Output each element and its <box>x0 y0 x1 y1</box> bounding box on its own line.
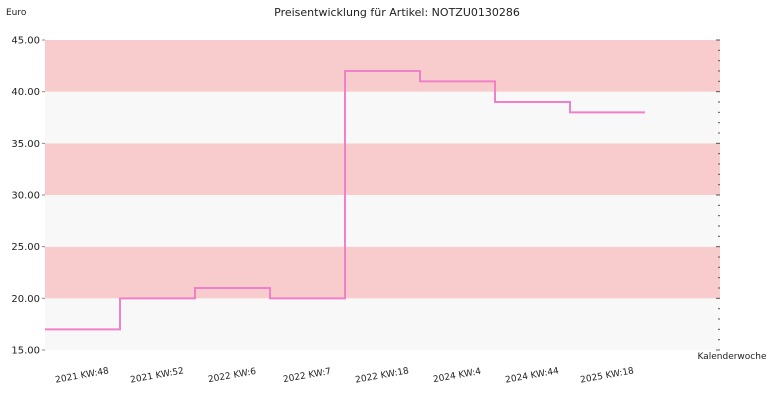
y-tick-label: 15.00 <box>11 346 40 357</box>
band-40-45 <box>45 40 720 92</box>
band-25-30 <box>45 195 720 247</box>
y-axis-ticks: 15.00 20.00 25.00 30.00 35.00 40.00 45.00 <box>11 36 45 357</box>
x-axis-label: Kalenderwoche <box>697 352 766 362</box>
band-15-20 <box>45 298 720 350</box>
band-20-25 <box>45 246 720 299</box>
x-tick-label: 2024 KW:44 <box>505 366 560 385</box>
x-tick-label: 2022 KW:18 <box>355 366 410 385</box>
y-tick-label: 45.00 <box>11 36 40 47</box>
background-bands <box>45 40 720 350</box>
x-tick-label: 2021 KW:52 <box>130 366 185 385</box>
x-axis-ticks: 2021 KW:48 2021 KW:52 2022 KW:6 2022 KW:7 20… <box>55 366 635 385</box>
band-30-35 <box>45 143 720 195</box>
y-tick-label: 25.00 <box>11 242 40 253</box>
x-tick-label: 2024 KW:4 <box>432 367 482 385</box>
price-step-line <box>45 70 645 331</box>
chart-title: Preisentwicklung für Artikel: NOTZU01302… <box>274 6 520 19</box>
x-tick-label: 2025 KW:18 <box>580 366 635 385</box>
right-minor-ticks <box>716 39 720 351</box>
series-layer <box>45 70 645 331</box>
band-35-40 <box>45 91 720 144</box>
x-tick-label: 2021 KW:48 <box>55 366 110 385</box>
y-axis-label: Euro <box>6 8 27 18</box>
y-tick-label: 20.00 <box>11 294 40 305</box>
x-tick-label: 2022 KW:6 <box>207 367 257 385</box>
y-tick-label: 35.00 <box>11 139 40 150</box>
y-tick-label: 30.00 <box>11 191 40 202</box>
x-tick-label: 2022 KW:7 <box>282 367 331 385</box>
y-tick-label: 40.00 <box>11 87 40 98</box>
